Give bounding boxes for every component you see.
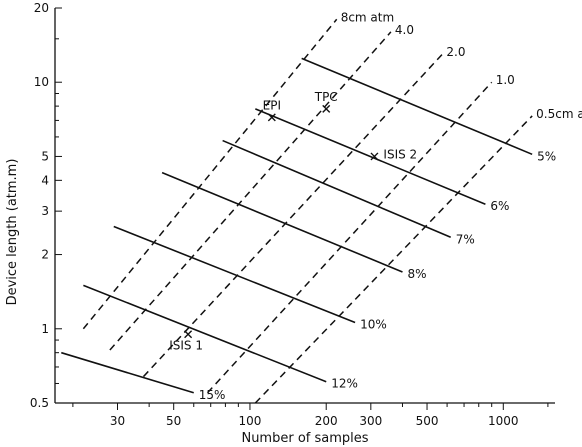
resolution-line-label-1: 6% <box>490 199 509 213</box>
resolution-line-6 <box>61 351 194 394</box>
resolution-line-label-0: 5% <box>537 149 556 163</box>
y-tick-label-4: 4 <box>41 173 49 187</box>
x-tick-label-4: 300 <box>359 414 382 428</box>
x-tick-label-0: 30 <box>110 414 125 428</box>
resolution-line-4 <box>113 225 356 324</box>
x-tick-label-1: 50 <box>166 414 181 428</box>
resolution-lines: 5% 6% 7% 8% 10% 12% 15% <box>61 57 556 402</box>
y-tick-label-6: 10 <box>34 75 49 89</box>
gas-line-3 <box>206 81 493 394</box>
resolution-line-label-2: 7% <box>456 232 475 246</box>
data-point-label-2: ISIS 2 <box>383 147 417 161</box>
resolution-line-1 <box>255 108 486 205</box>
x-tick-label-6: 1000 <box>488 414 519 428</box>
data-point-label-3: ISIS 1 <box>169 338 203 352</box>
resolution-line-label-4: 10% <box>360 318 387 332</box>
x-tick-label-3: 200 <box>315 414 338 428</box>
y-tick-label-5: 5 <box>41 149 49 163</box>
y-axis-label: Device length (atm.m) <box>5 159 20 306</box>
x-tick-label-2: 100 <box>239 414 262 428</box>
y-tick-label-1: 1 <box>41 322 49 336</box>
gas-line-2 <box>142 53 443 378</box>
resolution-line-2 <box>222 139 452 239</box>
resolution-line-0 <box>301 57 533 156</box>
gas-line-0 <box>82 18 338 330</box>
gas-line-label-4: 0.5cm atm <box>536 107 582 121</box>
resolution-line-3 <box>161 171 403 273</box>
x-axis-label: Number of samples <box>241 431 368 446</box>
y-tick-label-3: 3 <box>41 204 49 218</box>
data-point-3 <box>184 330 193 339</box>
gas-line-label-0: 8cm atm <box>341 10 394 24</box>
gas-line-label-3: 1.0 <box>496 73 515 87</box>
resolution-line-label-3: 8% <box>407 267 426 281</box>
data-point-0 <box>267 113 276 122</box>
data-point-label-0: EPI <box>263 98 281 112</box>
y-tick-label-0: 0.5 <box>30 396 49 410</box>
resolution-line-label-5: 12% <box>331 377 358 391</box>
gas-line-4 <box>254 115 533 404</box>
data-point-2 <box>370 152 379 161</box>
gas-line-label-2: 2.0 <box>446 45 465 59</box>
resolution-line-label-6: 15% <box>199 388 226 402</box>
y-tick-label-2: 2 <box>41 248 49 262</box>
x-ticks: 30 50 100 200 300 500 1000 <box>72 403 549 428</box>
x-tick-label-5: 500 <box>416 414 439 428</box>
data-point-1 <box>322 104 331 113</box>
gas-line-label-1: 4.0 <box>395 23 414 37</box>
y-ticks: 0.5 1 2 3 4 5 10 20 <box>30 1 62 410</box>
data-points: EPI TPC ISIS 2 ISIS 1 <box>169 90 417 352</box>
y-tick-label-7: 20 <box>34 1 49 15</box>
data-point-label-1: TPC <box>314 90 338 104</box>
resolution-line-5 <box>83 284 327 383</box>
gas-line-1 <box>109 31 392 351</box>
plot-axes <box>54 8 555 404</box>
